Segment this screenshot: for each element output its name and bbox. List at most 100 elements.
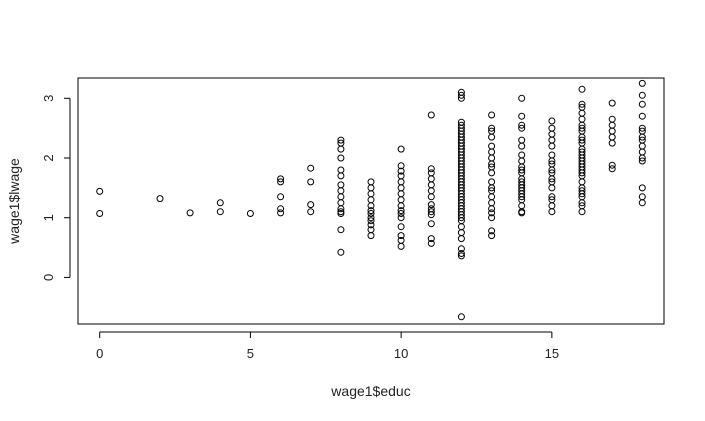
data-point: [277, 209, 285, 217]
data-point: [307, 178, 315, 186]
x-tick-label: 15: [545, 346, 559, 361]
data-point: [337, 145, 345, 153]
data-point: [457, 91, 465, 99]
data-point: [548, 208, 556, 216]
data-point: [337, 187, 345, 195]
data-point: [367, 232, 375, 240]
data-point: [488, 142, 496, 150]
data-point: [367, 214, 375, 222]
data-point: [457, 250, 465, 257]
data-point: [397, 145, 405, 153]
data-point: [518, 193, 526, 201]
data-point: [397, 190, 405, 198]
data-point: [548, 117, 556, 125]
y-tick-label: 1: [41, 214, 56, 221]
data-point: [337, 154, 345, 162]
data-point: [277, 205, 285, 213]
data-point: [427, 175, 435, 183]
data-point: [548, 136, 556, 144]
data-point: [548, 151, 556, 159]
data-point: [638, 133, 646, 141]
data-point: [518, 136, 526, 144]
data-point: [578, 124, 586, 132]
data-point: [216, 208, 224, 216]
data-point: [427, 169, 435, 177]
data-point: [578, 109, 586, 117]
data-point: [638, 157, 646, 165]
data-point: [638, 124, 646, 132]
x-axis-title: wage1$educ: [330, 383, 410, 399]
data-point: [638, 193, 646, 201]
x-tick-label: 0: [96, 346, 103, 361]
data-point: [397, 196, 405, 204]
data-point: [578, 208, 586, 216]
data-point: [397, 162, 405, 170]
data-point: [457, 313, 465, 321]
data-point: [337, 172, 345, 180]
data-point: [608, 139, 616, 147]
data-point: [518, 142, 526, 150]
data-point: [578, 85, 586, 93]
data-point: [427, 211, 435, 219]
data-point: [638, 184, 646, 192]
data-point: [638, 91, 646, 99]
data-point: [608, 165, 616, 173]
data-point: [427, 235, 435, 243]
data-point: [488, 124, 496, 132]
data-point: [427, 193, 435, 201]
data-point: [518, 202, 526, 210]
data-point: [156, 195, 164, 203]
data-point: [518, 124, 526, 132]
data-point: [488, 133, 496, 141]
data-point: [457, 245, 465, 253]
data-point: [367, 207, 375, 215]
data-point: [397, 223, 405, 231]
data-point: [608, 133, 616, 141]
data-point: [488, 111, 496, 119]
data-point: [578, 136, 586, 144]
data-point: [548, 157, 556, 165]
data-point: [397, 214, 405, 222]
data-point: [518, 157, 526, 165]
data-point: [397, 242, 405, 250]
data-point: [457, 223, 465, 231]
data-point: [638, 142, 646, 150]
data-point: [457, 235, 465, 243]
data-point: [186, 209, 194, 217]
data-point: [367, 178, 375, 186]
y-tick-label: 0: [41, 274, 56, 281]
data-point: [457, 214, 465, 222]
data-point: [96, 210, 104, 217]
y-axis: 0 1 2 3: [41, 95, 71, 281]
data-point: [337, 193, 345, 201]
data-point: [277, 175, 285, 183]
x-tick-label: 5: [247, 346, 254, 361]
data-point: [548, 124, 556, 132]
data-point: [337, 199, 345, 207]
data-point: [488, 214, 496, 222]
data-point: [548, 130, 556, 138]
data-point: [216, 199, 224, 207]
data-point: [307, 201, 315, 209]
data-point: [638, 199, 646, 207]
data-point: [488, 193, 496, 201]
data-point: [488, 154, 496, 162]
data-point: [518, 112, 526, 120]
data-point: [548, 193, 556, 201]
data-point: [427, 201, 435, 209]
data-point: [337, 166, 345, 174]
data-point: [397, 202, 405, 210]
data-point: [578, 100, 586, 108]
data-point: [548, 166, 556, 174]
data-point: [337, 210, 345, 217]
data-point: [608, 121, 616, 129]
data-point: [488, 205, 496, 213]
data-point: [397, 167, 405, 175]
data-point: [578, 169, 586, 177]
data-point: [367, 210, 375, 217]
data-point: [488, 148, 496, 156]
data-point: [548, 175, 556, 183]
data-point: [427, 187, 435, 195]
data-point: [518, 209, 526, 217]
data-point: [548, 142, 556, 150]
